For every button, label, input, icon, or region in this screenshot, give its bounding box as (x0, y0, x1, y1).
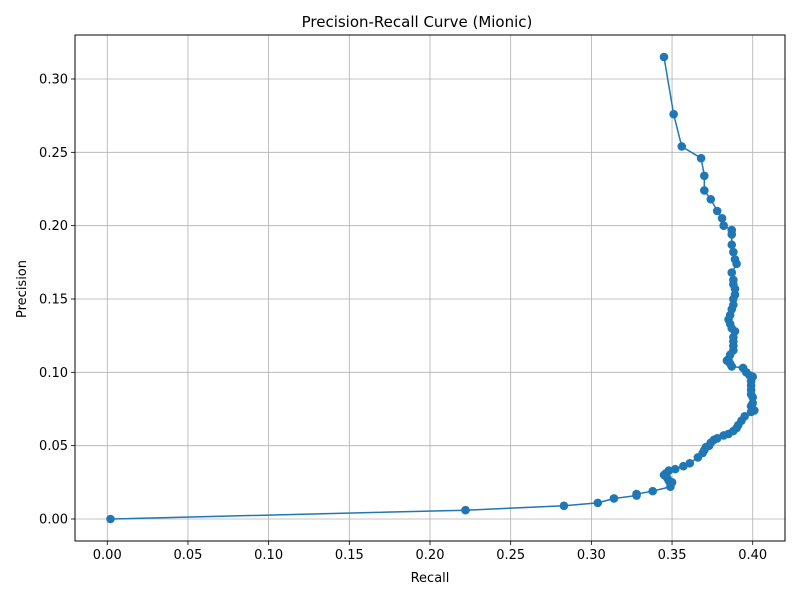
data-point (706, 194, 716, 204)
y-tick-label: 0.05 (39, 439, 68, 454)
x-tick-label: 0.00 (93, 548, 122, 563)
data-point (719, 221, 728, 230)
data-point (461, 505, 470, 515)
x-tick-label: 0.25 (496, 548, 525, 563)
y-axis-label: Precision (15, 260, 30, 318)
grid-lines (75, 35, 785, 541)
data-point (632, 491, 641, 500)
x-tick-label: 0.20 (416, 548, 445, 563)
chart-title: Precision-Recall Curve (Mionic) (302, 13, 533, 31)
y-tick-label: 0.10 (39, 366, 68, 381)
data-point (559, 501, 569, 511)
data-point (700, 186, 709, 195)
data-point (727, 268, 737, 277)
data-point (648, 486, 657, 496)
series-layer (106, 52, 759, 524)
x-tick-label: 0.15 (335, 548, 364, 563)
x-axis-label: Recall (411, 571, 450, 586)
x-tick-label: 0.05 (173, 548, 202, 563)
data-point (666, 482, 675, 492)
y-tick-label: 0.15 (39, 293, 68, 308)
data-point (732, 259, 741, 269)
data-point (727, 362, 737, 371)
data-point (712, 206, 722, 216)
x-tick-label: 0.10 (254, 548, 283, 563)
x-tick-label: 0.30 (577, 548, 606, 563)
data-point (693, 453, 703, 462)
data-point (670, 464, 680, 474)
data-point (746, 407, 756, 417)
data-point (659, 52, 669, 62)
data-point (727, 240, 737, 250)
data-point (696, 153, 706, 163)
data-point (106, 514, 115, 524)
axis-ticks: 0.00 0.05 0.10 0.15 0.20 0.25 0.30 0.35 0.40 0.00… (39, 73, 767, 564)
y-tick-label: 0.20 (39, 219, 68, 234)
data-point (729, 247, 738, 257)
data-point (685, 458, 695, 468)
y-tick-label: 0.25 (39, 146, 68, 161)
data-point (727, 230, 737, 239)
data-point (719, 431, 728, 440)
data-point (677, 142, 687, 151)
x-tick-label: 0.40 (738, 548, 767, 563)
data-point (593, 498, 603, 508)
y-tick-label: 0.30 (39, 73, 68, 88)
plot-frame (74, 34, 786, 542)
data-point (679, 461, 688, 471)
x-tick-label: 0.35 (658, 548, 687, 563)
data-point (700, 171, 709, 181)
data-point (717, 214, 727, 223)
data-point (669, 109, 678, 119)
y-tick-label: 0.00 (39, 513, 68, 528)
data-point (609, 494, 619, 503)
